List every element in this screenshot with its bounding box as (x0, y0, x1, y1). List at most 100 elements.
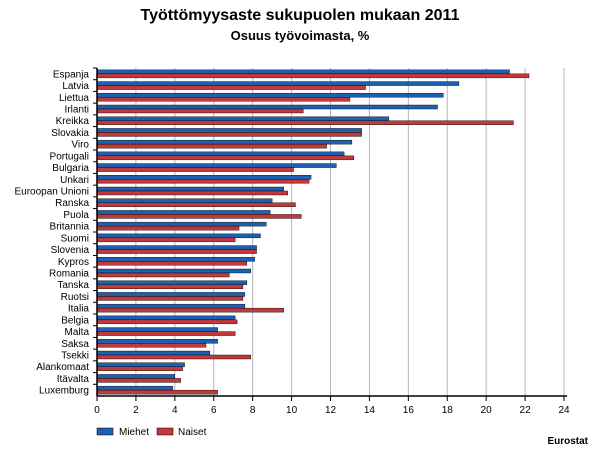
bar-naiset (96, 284, 244, 289)
bar-miehet (96, 210, 271, 215)
bar-naiset (96, 202, 296, 207)
bar-miehet (96, 245, 257, 250)
bar-miehet (96, 339, 218, 344)
x-tick-label: 4 (172, 405, 178, 416)
legend-label-miehet: Miehet (119, 427, 149, 438)
category-label: Unkari (60, 175, 89, 186)
bar-naiset (96, 108, 304, 114)
bar-miehet (96, 81, 460, 86)
category-label: Kreikka (56, 116, 90, 127)
bar-naiset (96, 343, 207, 348)
bar-miehet (96, 327, 218, 332)
bar-naiset (96, 354, 251, 360)
category-label: Ruotsi (61, 292, 89, 303)
bar-naiset (96, 307, 285, 313)
bar-miehet (96, 233, 261, 239)
category-label: Portugali (50, 151, 89, 162)
x-tick-label: 16 (403, 405, 415, 416)
bar-miehet (96, 257, 255, 262)
category-label: Viro (71, 140, 89, 151)
x-tick-label: 10 (286, 405, 298, 416)
bar-naiset (96, 378, 181, 383)
category-label: Tsekki (61, 351, 89, 362)
category-label: Malta (65, 327, 90, 338)
bar-naiset (96, 225, 240, 231)
bar-naiset (96, 120, 514, 125)
bar-naiset (96, 73, 530, 79)
bar-naiset (96, 132, 362, 137)
bar-naiset (96, 97, 351, 102)
bar-naiset (96, 214, 302, 219)
bar-naiset (96, 249, 257, 254)
bar-miehet (96, 350, 211, 356)
category-label: Puola (63, 210, 89, 221)
category-label: Slovenia (51, 245, 90, 256)
bar-naiset (96, 167, 294, 172)
bar-naiset (96, 85, 366, 90)
bar-miehet (96, 93, 444, 98)
category-label: Tanska (57, 280, 89, 291)
bar-naiset (96, 190, 288, 196)
category-label: Romania (49, 269, 89, 280)
bar-miehet (96, 198, 273, 203)
bar-miehet (96, 175, 312, 180)
bar-miehet (96, 385, 174, 391)
bar-miehet (96, 221, 267, 227)
x-tick-label: 2 (133, 405, 139, 416)
x-tick-label: 22 (520, 405, 532, 416)
x-tick-label: 24 (558, 405, 570, 416)
bar-naiset (96, 155, 355, 161)
bar-miehet (96, 104, 438, 110)
x-tick-label: 20 (481, 405, 493, 416)
category-label: Alankomaat (36, 362, 89, 373)
bar-miehet (96, 163, 337, 168)
bar-miehet (96, 280, 248, 285)
x-tick-label: 6 (211, 405, 217, 416)
bar-miehet (96, 362, 185, 367)
bar-miehet (96, 116, 390, 121)
category-label: Kypros (58, 257, 89, 268)
chart-title: Työttömyysaste sukupuolen mukaan 2011 (141, 7, 460, 24)
legend-swatch-miehet (96, 427, 114, 436)
bar-miehet (96, 315, 236, 321)
x-tick-label: 0 (94, 405, 100, 416)
category-label: Espanja (53, 69, 90, 80)
legend: Miehet Naiset (96, 427, 207, 438)
bar-naiset (96, 261, 248, 266)
bar-miehet (96, 268, 251, 274)
category-label: Liettua (59, 93, 89, 104)
bar-naiset (96, 179, 310, 184)
category-label: Belgia (61, 315, 89, 326)
bar-miehet (96, 374, 176, 379)
category-label: Italia (68, 304, 90, 315)
source-label: Eurostat (547, 436, 588, 447)
bar-miehet (96, 186, 285, 192)
bar-miehet (96, 292, 246, 297)
bar-naiset (96, 143, 327, 149)
x-tick-label: 8 (250, 405, 256, 416)
bar-miehet (96, 139, 353, 145)
legend-label-naiset: Naiset (178, 427, 207, 438)
bar-miehet (96, 69, 510, 75)
x-tick-label: 12 (325, 405, 337, 416)
category-label: Latvia (62, 81, 89, 92)
category-label: Slovakia (51, 128, 89, 139)
bar-naiset (96, 366, 183, 371)
bar-naiset (96, 319, 238, 325)
bar-miehet (96, 303, 246, 309)
category-label: Itävalta (57, 374, 90, 385)
category-label: Luxemburg (39, 386, 89, 397)
category-label: Irlanti (65, 105, 89, 116)
plot-area: EspanjaLatviaLiettuaIrlantiKreikkaSlovak… (15, 67, 570, 416)
category-label: Saksa (61, 339, 89, 350)
bar-naiset (96, 331, 236, 336)
bar-naiset (96, 272, 230, 278)
bar-miehet (96, 128, 362, 133)
bar-naiset (96, 237, 236, 243)
category-label: Ranska (55, 198, 89, 209)
bar-naiset (96, 296, 244, 301)
x-tick-label: 14 (364, 405, 376, 416)
category-label: Britannia (50, 222, 90, 233)
bar-naiset (96, 389, 218, 395)
category-label: Euroopan Unioni (15, 187, 90, 198)
